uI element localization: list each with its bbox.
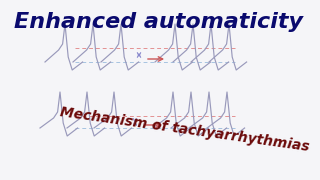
Text: Enhanced automaticity: Enhanced automaticity bbox=[13, 12, 302, 32]
Text: Mechanism of tachyarrhythmias: Mechanism of tachyarrhythmias bbox=[60, 105, 311, 154]
